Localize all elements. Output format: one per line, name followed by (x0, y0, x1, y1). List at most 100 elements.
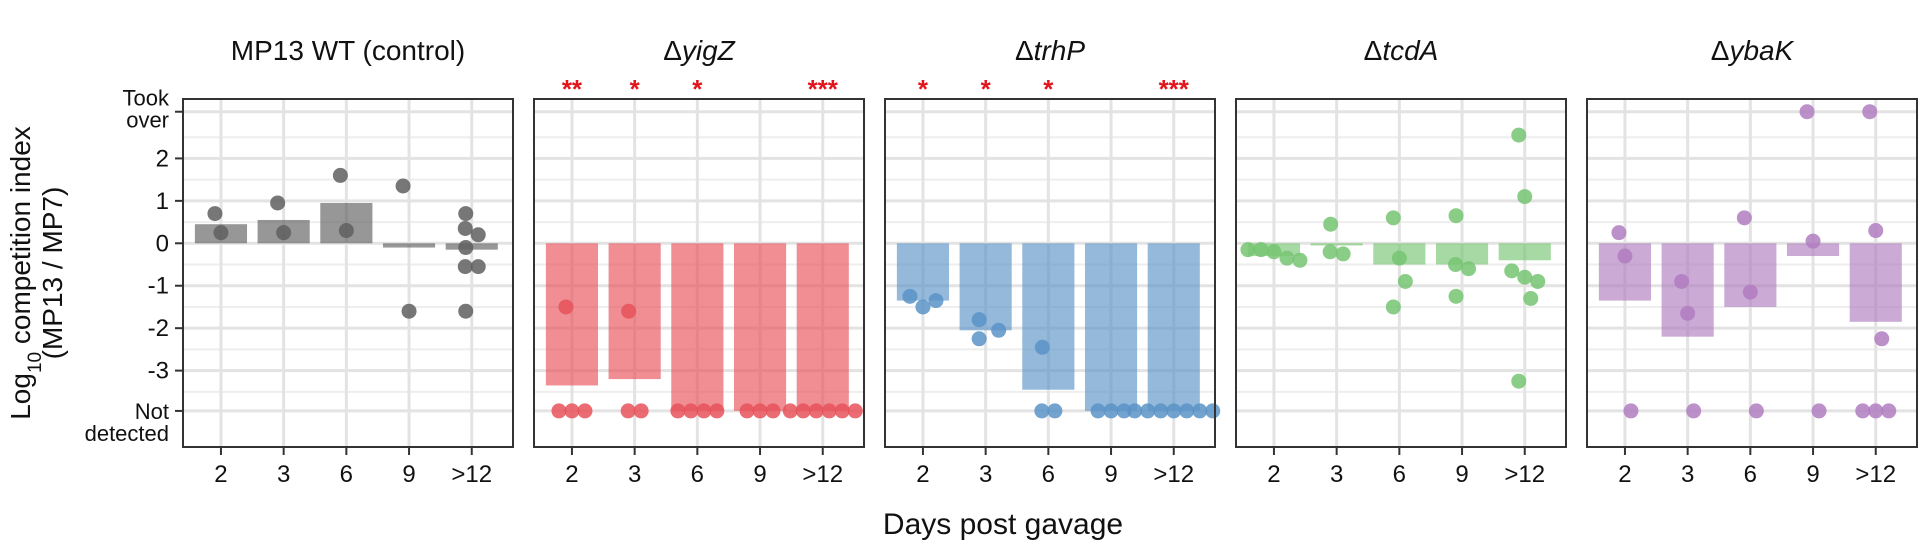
significance-label: ** (562, 74, 583, 104)
bar (796, 243, 849, 411)
data-point (1674, 273, 1690, 289)
bar (1147, 243, 1200, 411)
y-axis-label-part: competition index (5, 126, 36, 352)
panel-title-part: Δ (1364, 35, 1383, 66)
x-tick-label: 6 (340, 461, 353, 488)
data-point (213, 225, 229, 241)
data-point (765, 403, 781, 419)
bar (1084, 243, 1138, 411)
data-point (1799, 104, 1815, 120)
data-point (1166, 403, 1182, 419)
data-point (1862, 104, 1878, 120)
data-point (551, 403, 567, 419)
data-point (1874, 331, 1890, 347)
bar (545, 243, 599, 386)
data-point (1517, 269, 1533, 285)
x-tick-label: 3 (628, 461, 641, 488)
y-tick-label-line: detected (85, 421, 169, 446)
data-point (270, 195, 286, 211)
data-point (834, 403, 850, 419)
data-point (1523, 290, 1539, 306)
panel-title-part: trhP (1034, 35, 1086, 66)
data-point (395, 178, 411, 194)
data-point (1611, 225, 1627, 241)
panel-border (1235, 98, 1567, 448)
y-tick-label: 1 (156, 188, 169, 215)
panel-border (884, 98, 1216, 448)
data-point (971, 312, 987, 328)
data-point (564, 403, 580, 419)
x-tick-label: >12 (451, 461, 492, 488)
data-point (1530, 273, 1546, 289)
data-point (696, 403, 712, 419)
panel-border (1586, 98, 1918, 448)
y-tick-label: Took over (123, 86, 170, 133)
data-point (928, 293, 944, 309)
y-tick-label-line: Not (135, 399, 169, 424)
data-point (821, 403, 837, 419)
bar (1661, 243, 1714, 337)
x-tick-label: >12 (1153, 461, 1194, 488)
data-point (332, 167, 348, 183)
data-point (458, 303, 474, 319)
data-point (795, 403, 811, 419)
data-point (1623, 403, 1639, 419)
data-point (1868, 403, 1884, 419)
data-point (902, 288, 918, 304)
y-axis-label: Log10 competition index (5, 126, 46, 420)
y-tick-label-line: over (126, 108, 169, 133)
data-point (558, 299, 574, 315)
data-point (739, 403, 755, 419)
x-tick-label: 9 (402, 461, 415, 488)
x-tick-label: 3 (1681, 461, 1694, 488)
x-tick-label: 3 (1330, 461, 1343, 488)
bar (959, 243, 1012, 331)
x-tick-label: 6 (1042, 461, 1055, 488)
data-point (1127, 403, 1143, 419)
bar (382, 243, 436, 248)
x-tick-label: 2 (214, 461, 227, 488)
panel-title-part: MP13 WT (control) (231, 35, 465, 66)
data-point (1855, 403, 1871, 419)
data-point (401, 303, 417, 319)
panel-title: ΔtcdA (1364, 35, 1439, 66)
data-point (457, 220, 473, 236)
x-tick-label: 9 (1806, 461, 1819, 488)
data-point (1253, 242, 1269, 258)
y-tick-label: 0 (156, 230, 169, 257)
data-point (1192, 403, 1208, 419)
bar (671, 243, 724, 411)
x-tick-label: >12 (802, 461, 843, 488)
y-tick-label: -3 (148, 358, 169, 385)
data-point (683, 403, 699, 419)
x-tick-label: 6 (691, 461, 704, 488)
data-point (1748, 403, 1764, 419)
y-axis-label-line2: (MP13 / MP7) (37, 187, 68, 360)
data-point (1266, 244, 1282, 260)
y-axis-label-subscript: 10 (25, 352, 46, 373)
data-point (1686, 403, 1702, 419)
bar (1849, 243, 1902, 322)
y-tick-label: 2 (156, 145, 169, 172)
data-point (633, 403, 649, 419)
data-point (1511, 127, 1527, 143)
x-tick-label: 2 (916, 461, 929, 488)
data-point (1736, 210, 1752, 226)
significance-label: * (918, 74, 929, 104)
data-point (1179, 403, 1195, 419)
data-point (1034, 339, 1050, 355)
bar (1022, 243, 1075, 390)
panel-title-part: Δ (1015, 35, 1034, 66)
x-tick-label: 9 (753, 461, 766, 488)
data-point (1090, 403, 1106, 419)
data-point (709, 403, 725, 419)
data-point (971, 331, 987, 347)
data-point (1448, 288, 1464, 304)
significance-label: * (1043, 74, 1054, 104)
x-tick-label: 2 (1618, 461, 1631, 488)
y-tick-label-line: Took (123, 86, 170, 111)
data-point (1103, 403, 1119, 419)
x-tick-label: 2 (1267, 461, 1280, 488)
data-point (620, 403, 636, 419)
data-point (1385, 299, 1401, 315)
